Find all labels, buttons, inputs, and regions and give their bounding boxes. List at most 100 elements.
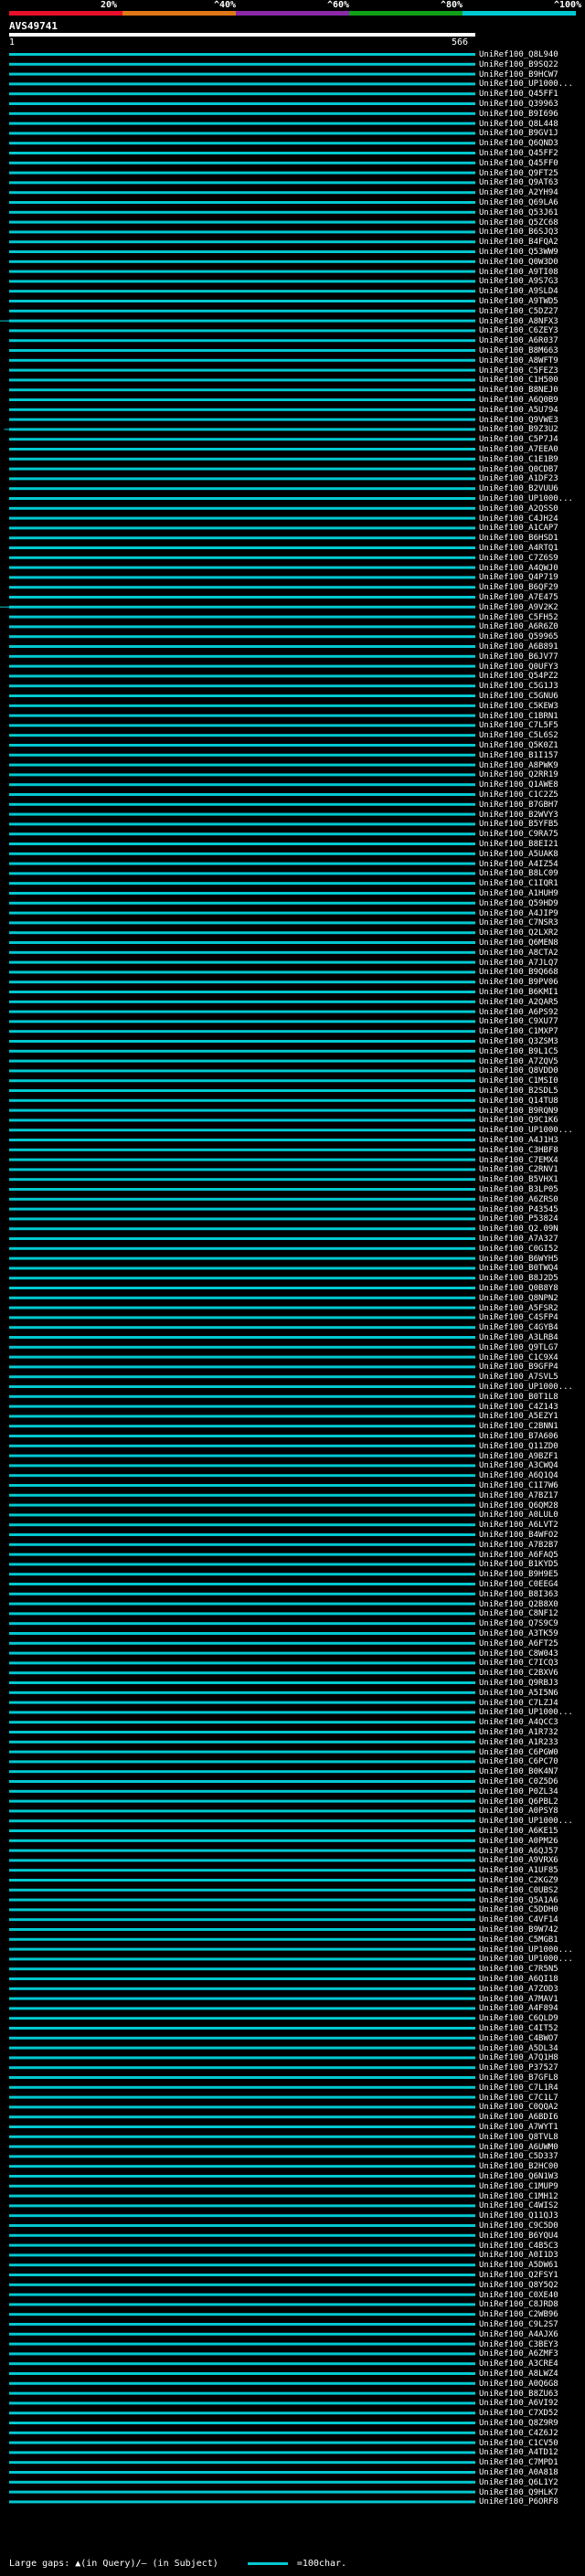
hit-label[interactable]: UniRef100_A6VI92 xyxy=(479,2399,558,2409)
hit-label[interactable]: UniRef100_Q9HLK7 xyxy=(479,2487,558,2497)
hit-bar[interactable] xyxy=(9,1010,475,1013)
hit-bar[interactable] xyxy=(9,1385,475,1388)
hit-bar[interactable] xyxy=(9,201,475,204)
hit-bar[interactable] xyxy=(9,1503,475,1507)
hit-bar[interactable] xyxy=(9,773,475,777)
hit-label[interactable]: UniRef100_C5DDH0 xyxy=(479,1905,558,1915)
hit-label[interactable]: UniRef100_C3HBF8 xyxy=(479,1145,558,1155)
hit-label[interactable]: UniRef100_A5DL34 xyxy=(479,2043,558,2053)
hit-bar[interactable] xyxy=(9,2471,475,2474)
hit-bar[interactable] xyxy=(9,2441,475,2444)
hit-bar[interactable] xyxy=(9,2165,475,2168)
hit-label[interactable]: UniRef100_A7ZQV5 xyxy=(479,1056,558,1066)
hit-bar[interactable] xyxy=(9,1484,475,1487)
hit-label[interactable]: UniRef100_C2RNV1 xyxy=(479,1165,558,1175)
hit-label[interactable]: UniRef100_C7Z6S9 xyxy=(479,553,558,563)
hit-bar[interactable] xyxy=(9,1879,475,1882)
hit-label[interactable]: UniRef100_A7MAV1 xyxy=(479,1994,558,2004)
hit-label[interactable]: UniRef100_B7GFL8 xyxy=(479,2073,558,2083)
hit-bar[interactable] xyxy=(9,1454,475,1458)
hit-bar[interactable] xyxy=(9,1957,475,1961)
hit-label[interactable]: UniRef100_Q5K0Z1 xyxy=(479,741,558,750)
hit-bar[interactable] xyxy=(9,171,475,175)
hit-label[interactable]: UniRef100_Q9RBJ3 xyxy=(479,1679,558,1688)
hit-bar[interactable] xyxy=(9,852,475,855)
hit-label[interactable]: UniRef100_A5FSR2 xyxy=(479,1303,558,1313)
hit-label[interactable]: UniRef100_A7WYT1 xyxy=(479,2123,558,2132)
hit-bar[interactable] xyxy=(9,2184,475,2188)
hit-bar[interactable] xyxy=(9,664,475,668)
hit-label[interactable]: UniRef100_C5L6S2 xyxy=(479,731,558,741)
hit-label[interactable]: UniRef100_C4WIS2 xyxy=(479,2201,558,2211)
hit-bar[interactable] xyxy=(9,1780,475,1783)
hit-label[interactable]: UniRef100_C4B5C3 xyxy=(479,2241,558,2251)
hit-bar[interactable] xyxy=(9,72,475,76)
hit-label[interactable]: UniRef100_A6BDI6 xyxy=(479,2113,558,2123)
hit-bar[interactable] xyxy=(9,911,475,915)
hit-label[interactable]: UniRef100_A0Q6G8 xyxy=(479,2379,558,2389)
hit-label[interactable]: UniRef100_C5FEZ3 xyxy=(479,366,558,376)
hit-bar[interactable] xyxy=(9,1464,475,1468)
hit-bar[interactable] xyxy=(9,111,475,115)
hit-label[interactable]: UniRef100_A9S7G3 xyxy=(479,277,558,287)
hit-bar[interactable] xyxy=(9,1888,475,1892)
hit-bar[interactable] xyxy=(9,408,475,411)
hit-bar[interactable] xyxy=(9,615,475,619)
hit-bar[interactable] xyxy=(9,1523,475,1527)
hit-bar[interactable] xyxy=(9,684,475,688)
hit-label[interactable]: UniRef100_A7SVL5 xyxy=(479,1373,558,1383)
hit-label[interactable]: UniRef100_B6YQU4 xyxy=(479,2231,558,2241)
hit-label[interactable]: UniRef100_B9RQN9 xyxy=(479,1106,558,1116)
hit-label[interactable]: UniRef100_C7LZJ4 xyxy=(479,1698,558,1708)
hit-label[interactable]: UniRef100_Q6PBL2 xyxy=(479,1797,558,1807)
hit-bar[interactable] xyxy=(9,1731,475,1733)
hit-bar[interactable] xyxy=(9,1246,475,1250)
hit-label[interactable]: UniRef100_A1UF85 xyxy=(479,1866,558,1876)
hit-label[interactable]: UniRef100_Q6QND3 xyxy=(479,139,558,149)
hit-bar[interactable] xyxy=(9,793,475,796)
hit-bar[interactable] xyxy=(9,783,475,787)
hit-bar[interactable] xyxy=(9,645,475,648)
hit-bar[interactable] xyxy=(9,438,475,441)
hit-label[interactable]: UniRef100_C9L2S7 xyxy=(479,2320,558,2329)
hit-bar[interactable] xyxy=(9,1799,475,1803)
hit-bar[interactable] xyxy=(9,1641,475,1645)
hit-label[interactable]: UniRef100_C7XD52 xyxy=(479,2409,558,2419)
hit-label[interactable]: UniRef100_C0EEG4 xyxy=(479,1580,558,1589)
hit-label[interactable]: UniRef100_A9TWD5 xyxy=(479,297,558,306)
hit-label[interactable]: UniRef100_B5VHX1 xyxy=(479,1175,558,1185)
hit-bar[interactable] xyxy=(9,931,475,935)
hit-bar[interactable] xyxy=(9,1435,475,1437)
hit-bar[interactable] xyxy=(9,132,475,135)
hit-bar[interactable] xyxy=(9,1227,475,1231)
hit-bar[interactable] xyxy=(9,1394,475,1398)
hit-label[interactable]: UniRef100_A6Q1Q4 xyxy=(479,1471,558,1481)
hit-label[interactable]: UniRef100_A2QSS0 xyxy=(479,504,558,514)
hit-bar[interactable] xyxy=(9,2480,475,2484)
hit-bar[interactable] xyxy=(9,576,475,579)
hit-label[interactable]: UniRef100_B6SJQ3 xyxy=(479,228,558,238)
hit-bar[interactable] xyxy=(9,2401,475,2405)
hit-label[interactable]: UniRef100_A5U794 xyxy=(479,405,558,415)
hit-bar[interactable] xyxy=(9,1533,475,1536)
hit-bar[interactable] xyxy=(9,1316,475,1320)
hit-bar[interactable] xyxy=(9,1158,475,1161)
hit-label[interactable]: UniRef100_C5KEW3 xyxy=(479,701,558,711)
hit-label[interactable]: UniRef100_C4Z143 xyxy=(479,1402,558,1412)
hit-bar[interactable] xyxy=(9,2412,475,2415)
hit-label[interactable]: UniRef100_C6PC70 xyxy=(479,1757,558,1767)
hit-label[interactable]: UniRef100_A6Q0B9 xyxy=(479,396,558,405)
hit-bar[interactable] xyxy=(9,1681,475,1684)
hit-bar[interactable] xyxy=(9,487,475,491)
hit-label[interactable]: UniRef100_P53824 xyxy=(479,1214,558,1224)
hit-bar[interactable] xyxy=(9,734,475,737)
hit-label[interactable]: UniRef100_C7L5F5 xyxy=(479,721,558,731)
hit-label[interactable]: UniRef100_A7EEA0 xyxy=(479,445,558,454)
hit-bar[interactable] xyxy=(9,2381,475,2385)
hit-bar[interactable] xyxy=(9,1819,475,1823)
hit-bar[interactable] xyxy=(9,921,475,925)
hit-label[interactable]: UniRef100_C6PGW0 xyxy=(479,1747,558,1757)
hit-bar[interactable] xyxy=(9,1839,475,1842)
hit-bar[interactable] xyxy=(9,1129,475,1132)
hit-bar[interactable] xyxy=(9,2214,475,2218)
